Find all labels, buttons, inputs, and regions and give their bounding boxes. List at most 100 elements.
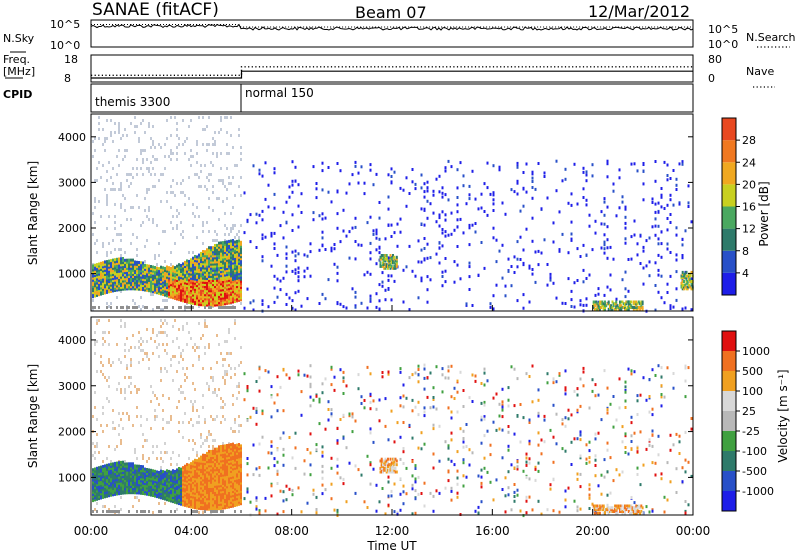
echo-cell xyxy=(128,476,130,480)
echo-cell xyxy=(214,299,216,303)
echo-cell xyxy=(294,271,297,275)
echo-cell xyxy=(194,302,196,306)
background-cell xyxy=(128,376,130,379)
echo-cell xyxy=(216,260,218,264)
background-cell xyxy=(154,418,156,421)
echo-cell xyxy=(384,266,387,270)
echo-cell xyxy=(160,492,162,496)
echo-cell xyxy=(188,259,190,263)
echo-cell xyxy=(212,458,214,462)
echo-cell xyxy=(220,286,222,290)
echo-cell xyxy=(685,276,688,280)
echo-cell xyxy=(108,467,110,471)
echo-cell xyxy=(474,222,477,225)
echo-cell xyxy=(204,268,206,272)
echo-cell xyxy=(204,283,206,286)
echo-cell xyxy=(104,275,106,278)
echo-cell xyxy=(238,278,240,282)
background-cell xyxy=(178,388,180,391)
echo-cell xyxy=(162,268,164,272)
echo-cell xyxy=(112,474,114,478)
echo-cell xyxy=(196,502,198,506)
echo-cell xyxy=(162,490,164,494)
echo-cell xyxy=(585,277,588,280)
echo-cell xyxy=(114,476,116,480)
echo-cell xyxy=(152,284,154,287)
background-cell xyxy=(198,511,200,514)
echo-cell xyxy=(172,269,174,273)
echo-cell xyxy=(214,254,216,258)
echo-cell xyxy=(492,191,495,195)
echo-cell xyxy=(106,478,108,482)
background-cell xyxy=(160,200,162,203)
echo-cell xyxy=(98,287,100,291)
echo-cell xyxy=(234,248,236,252)
echo-cell xyxy=(206,478,208,482)
echo-cell xyxy=(126,489,128,493)
echo-cell xyxy=(228,297,230,301)
echo-cell xyxy=(126,287,128,291)
echo-cell xyxy=(222,467,224,471)
echo-cell xyxy=(390,298,393,302)
echo-cell xyxy=(375,292,378,296)
echo-cell xyxy=(190,270,192,274)
background-cell xyxy=(184,412,186,415)
echo-cell xyxy=(204,486,206,490)
echo-cell xyxy=(228,484,230,488)
echo-cell xyxy=(208,303,210,307)
echo-cell xyxy=(154,490,156,494)
echo-cell xyxy=(238,259,240,263)
echo-cell xyxy=(158,487,160,491)
background-cell xyxy=(152,451,154,454)
echo-cell xyxy=(178,275,180,279)
echo-cell xyxy=(567,277,570,281)
background-cell xyxy=(170,415,172,418)
echo-cell xyxy=(186,494,188,498)
echo-cell xyxy=(208,458,210,462)
background-cell xyxy=(106,197,108,200)
echo-cell xyxy=(168,272,170,276)
echo-cell xyxy=(267,205,270,209)
echo-cell xyxy=(180,265,182,269)
echo-cell xyxy=(96,485,98,489)
echo-cell xyxy=(208,285,210,289)
echo-cell xyxy=(230,443,232,447)
echo-cell xyxy=(170,273,172,276)
echo-cell xyxy=(198,253,200,257)
echo-cell xyxy=(114,274,116,278)
echo-cell xyxy=(635,302,638,306)
echo-cell xyxy=(128,279,130,283)
echo-cell xyxy=(110,479,112,483)
echo-cell xyxy=(216,301,218,305)
echo-cell xyxy=(176,266,178,270)
echo-cell xyxy=(150,289,152,293)
echo-cell xyxy=(324,248,327,251)
background-cell xyxy=(216,361,218,364)
echo-cell xyxy=(216,254,218,258)
echo-cell xyxy=(144,278,146,282)
background-cell xyxy=(206,149,208,152)
echo-cell xyxy=(118,261,120,265)
echo-cell xyxy=(236,258,238,262)
echo-cell xyxy=(327,278,330,282)
echo-cell xyxy=(228,250,230,254)
background-cell xyxy=(188,439,190,442)
echo-cell xyxy=(152,275,154,279)
echo-cell xyxy=(232,292,234,296)
echo-cell xyxy=(236,242,238,245)
echo-cell xyxy=(218,463,220,467)
echo-cell xyxy=(224,253,226,257)
echo-cell xyxy=(164,293,166,297)
echo-cell xyxy=(190,490,192,494)
echo-cell xyxy=(104,273,106,276)
background-cell xyxy=(120,325,122,328)
echo-cell xyxy=(92,480,94,484)
echo-cell xyxy=(573,162,576,166)
ground-scatter-cell xyxy=(226,306,228,309)
background-cell xyxy=(152,293,154,296)
echo-cell xyxy=(98,291,100,295)
background-cell xyxy=(186,343,188,346)
echo-cell xyxy=(172,273,174,277)
echo-cell xyxy=(483,266,486,270)
background-cell xyxy=(216,239,218,242)
